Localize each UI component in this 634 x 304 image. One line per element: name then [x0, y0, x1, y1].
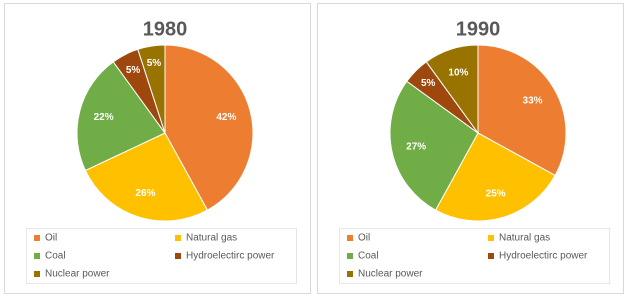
- legend-box: [26, 228, 297, 284]
- legend-swatch: [347, 253, 353, 259]
- data-label: 42%: [216, 112, 236, 123]
- data-label: 25%: [486, 188, 506, 199]
- legend-label: Hydroelectirc power: [499, 251, 588, 262]
- legend-swatch: [175, 235, 181, 241]
- legend-label: Natural gas: [186, 233, 237, 244]
- legend-label: Oil: [358, 233, 370, 244]
- data-label: 5%: [126, 65, 141, 76]
- chart-title: 1980: [143, 18, 188, 40]
- legend-label: Nuclear power: [45, 269, 110, 280]
- data-label: 10%: [448, 67, 468, 78]
- legend-label: Nuclear power: [358, 269, 423, 280]
- pie-slice: [434, 132, 556, 222]
- pie-slice: [389, 80, 479, 211]
- legend-swatch: [175, 253, 181, 259]
- legend-label: Coal: [358, 251, 379, 262]
- data-label: 26%: [135, 188, 155, 199]
- legend-swatch: [347, 235, 353, 241]
- legend-swatch: [488, 253, 494, 259]
- pie-slice: [164, 44, 254, 211]
- pie-slice: [477, 44, 567, 177]
- data-label: 22%: [94, 112, 114, 123]
- legend-box: [339, 228, 610, 284]
- pie-slice: [76, 61, 166, 172]
- data-label: 5%: [421, 78, 436, 89]
- legend-label: Oil: [45, 233, 57, 244]
- legend-label: Coal: [45, 251, 66, 262]
- legend-swatch: [34, 235, 40, 241]
- legend-label: Natural gas: [499, 233, 550, 244]
- pie-slice: [84, 132, 209, 222]
- pie-slice: [137, 44, 166, 134]
- legend-swatch: [34, 253, 40, 259]
- legend-swatch: [488, 235, 494, 241]
- legend-swatch: [347, 271, 353, 277]
- data-label: 33%: [523, 95, 543, 106]
- data-label: 27%: [406, 141, 426, 152]
- legend-swatch: [34, 271, 40, 277]
- legend-label: Hydroelectirc power: [186, 251, 275, 262]
- pie-slice: [425, 44, 479, 135]
- data-label: 5%: [147, 58, 162, 69]
- chart-title: 1990: [456, 18, 501, 40]
